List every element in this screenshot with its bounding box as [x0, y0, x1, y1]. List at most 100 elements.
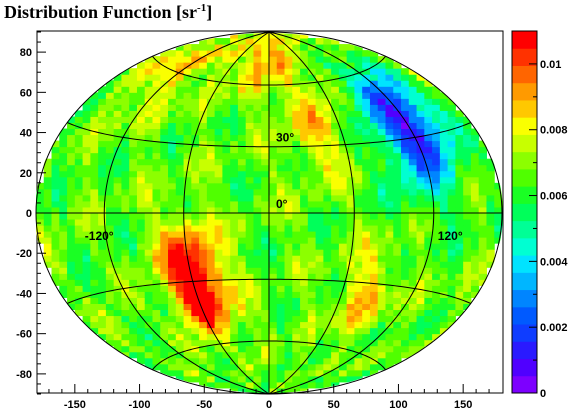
- heatmap-cell: [346, 231, 355, 238]
- heatmap-cell: [432, 98, 441, 105]
- heatmap-cell: [300, 369, 309, 377]
- heatmap-cell: [121, 170, 130, 178]
- heatmap-cell: [269, 56, 278, 63]
- heatmap-cell: [494, 200, 503, 208]
- heatmap-cell: [191, 170, 200, 178]
- heatmap-cell: [253, 369, 262, 377]
- heatmap-cell: [315, 279, 324, 286]
- heatmap-cell: [121, 116, 130, 123]
- heatmap-cell: [346, 279, 355, 286]
- heatmap-cell: [113, 345, 122, 353]
- heatmap-cell: [393, 104, 402, 111]
- heatmap-cell: [152, 351, 161, 359]
- heatmap-cell: [237, 381, 247, 389]
- heatmap-cell: [43, 261, 53, 268]
- heatmap-cell: [129, 146, 138, 154]
- heatmap-cell: [152, 98, 161, 105]
- chart-title-end: ]: [206, 2, 213, 22]
- heatmap-cell: [439, 158, 449, 166]
- heatmap-cell: [175, 255, 185, 262]
- heatmap-cell: [74, 194, 84, 202]
- heatmap-cell: [230, 249, 239, 256]
- heatmap-cell: [455, 225, 464, 232]
- heatmap-cell: [292, 146, 301, 154]
- heatmap-cell: [315, 116, 324, 123]
- heatmap-cell: [393, 182, 402, 190]
- heatmap-cell: [338, 68, 348, 75]
- heatmap-cell: [439, 279, 449, 286]
- heatmap-cell: [338, 261, 348, 268]
- heatmap-cell: [362, 128, 371, 136]
- heatmap-cell: [136, 134, 146, 142]
- heatmap-cell: [74, 249, 84, 256]
- heatmap-cell: [315, 273, 324, 280]
- heatmap-cell: [369, 92, 379, 99]
- heatmap-cell: [385, 68, 394, 75]
- heatmap-cell: [253, 170, 262, 178]
- heatmap-cell: [152, 315, 161, 323]
- heatmap-cell: [470, 152, 480, 160]
- heatmap-cell: [199, 369, 208, 377]
- heatmap-cell: [175, 321, 185, 329]
- heatmap-cell: [199, 351, 208, 359]
- heatmap-cell: [455, 152, 464, 160]
- heatmap-cell: [424, 80, 433, 87]
- heatmap-cell: [237, 285, 247, 292]
- heatmap-cell: [315, 225, 324, 232]
- heatmap-cell: [253, 182, 262, 190]
- heatmap-cell: [307, 50, 317, 57]
- heatmap-cell: [424, 309, 433, 317]
- heatmap-cell: [214, 321, 223, 329]
- heatmap-cell: [74, 146, 84, 154]
- heatmap-cell: [237, 219, 247, 226]
- heatmap-cell: [315, 80, 324, 87]
- heatmap-cell: [183, 267, 192, 274]
- heatmap-cell: [362, 50, 371, 57]
- heatmap-cell: [269, 225, 278, 232]
- heatmap-cell: [408, 267, 418, 274]
- heatmap-cell: [253, 363, 262, 371]
- heatmap-cell: [408, 255, 418, 262]
- heatmap-cell: [113, 122, 122, 130]
- heatmap-cell: [144, 98, 153, 105]
- heatmap-cell: [424, 231, 433, 238]
- heatmap-cell: [206, 44, 216, 51]
- heatmap-cell: [455, 303, 464, 311]
- heatmap-cell: [362, 74, 371, 81]
- heatmap-cell: [160, 351, 169, 359]
- heatmap-cell: [401, 249, 410, 256]
- heatmap-cell: [354, 152, 363, 160]
- heatmap-cell: [401, 291, 410, 298]
- heatmap-cell: [191, 261, 200, 268]
- heatmap-cell: [206, 243, 216, 250]
- graticule-label: 0°: [276, 197, 288, 211]
- heatmap-cell: [74, 152, 84, 160]
- heatmap-cell: [121, 273, 130, 280]
- heatmap-cell: [237, 164, 247, 172]
- heatmap-cell: [113, 243, 122, 250]
- heatmap-cell: [175, 170, 185, 178]
- y-tick-label: 80: [20, 47, 32, 59]
- heatmap-cell: [362, 176, 371, 184]
- heatmap-cell: [408, 104, 418, 111]
- heatmap-cell: [113, 158, 122, 166]
- heatmap-cell: [338, 110, 348, 117]
- heatmap-cell: [175, 116, 185, 123]
- heatmap-cell: [315, 152, 324, 160]
- heatmap-cell: [261, 44, 270, 51]
- heatmap-cell: [377, 249, 386, 256]
- heatmap-cell: [74, 213, 84, 220]
- heatmap-cell: [90, 182, 99, 190]
- heatmap-cell: [377, 140, 386, 148]
- heatmap-cell: [269, 140, 278, 148]
- heatmap-cell: [408, 122, 418, 130]
- heatmap-cell: [424, 128, 433, 136]
- heatmap-cell: [90, 92, 99, 99]
- heatmap-cell: [424, 225, 433, 232]
- heatmap-cell: [230, 56, 239, 63]
- heatmap-cell: [253, 194, 262, 202]
- heatmap-cell: [230, 146, 239, 154]
- heatmap-cell: [67, 170, 76, 178]
- heatmap-cell: [300, 333, 309, 341]
- heatmap-cell: [269, 297, 278, 304]
